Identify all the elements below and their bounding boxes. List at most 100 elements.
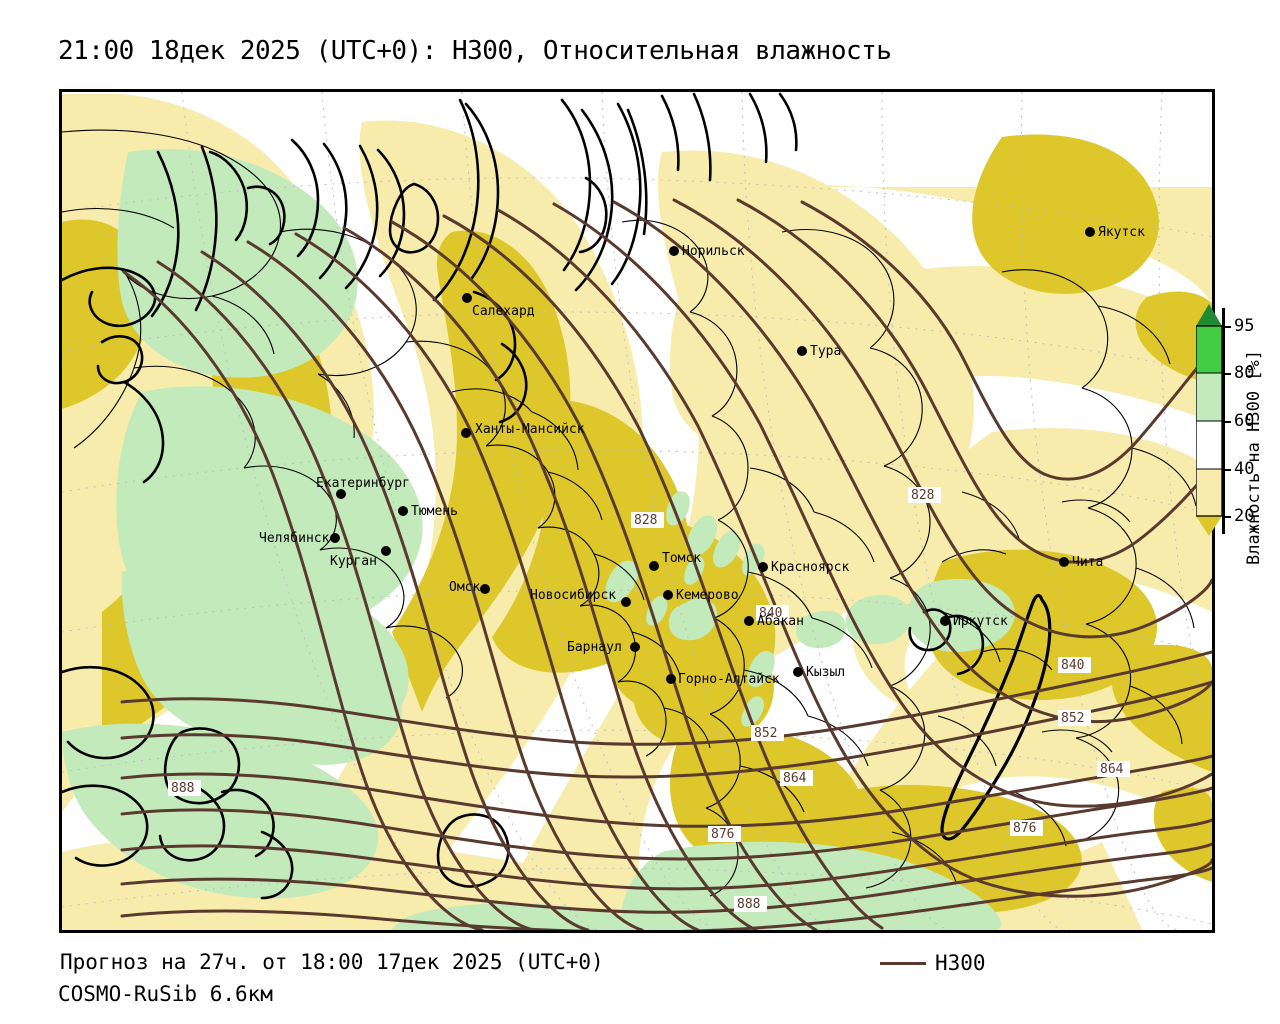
contour-label-bg <box>780 770 813 786</box>
city-dot <box>398 506 408 516</box>
city-dot <box>663 590 673 600</box>
city-marker: Барнаул <box>567 640 640 655</box>
map-canvas[interactable]: 828 828 840 840 852 852 864 864 876 876 888 888 Яку… <box>59 89 1215 933</box>
contour-label-text: 840 <box>1061 658 1084 673</box>
city-label: Абакан <box>757 614 804 629</box>
city-marker: Иркутск <box>940 614 1008 629</box>
colorbar-top-arrow <box>1196 304 1222 326</box>
contour-label: 876 <box>708 826 741 842</box>
city-dot <box>480 584 490 594</box>
contour-label-text: 864 <box>783 771 807 786</box>
city-label: Норильск <box>682 244 745 259</box>
map-legend: H300 <box>880 951 986 975</box>
city-label: Омск <box>449 580 480 595</box>
city-dot <box>336 489 346 499</box>
contour-label-text: 852 <box>754 726 777 741</box>
h300-legend-label: H300 <box>935 951 986 975</box>
city-dot <box>461 428 471 438</box>
city-dot <box>669 246 679 256</box>
city-marker: Екатеринбург <box>316 476 410 499</box>
colorbar-title: Влажность на H300 [%] <box>1244 350 1264 565</box>
colorbar-end-caps <box>1196 304 1222 536</box>
page-title: 21:00 18дек 2025 (UTC+0): H300, Относите… <box>58 36 892 66</box>
contour-label-text: 852 <box>1061 711 1084 726</box>
colorbar-tick-60 <box>1222 421 1231 423</box>
city-dot <box>381 546 391 556</box>
city-label: Ханты-Мансийск <box>475 422 585 437</box>
contour-label-bg <box>168 780 201 796</box>
city-label: Новосибирск <box>530 588 616 603</box>
city-marker: Горно-Алтайск <box>666 672 780 687</box>
city-label: Чита <box>1072 555 1103 570</box>
city-label: Кызыл <box>806 665 845 680</box>
contour-label: 852 <box>751 725 784 741</box>
contour-label-bg <box>1010 820 1043 836</box>
humidity-green-streaks <box>605 491 775 727</box>
contour-label: 828 <box>631 512 664 528</box>
city-dot <box>793 667 803 677</box>
city-dot <box>1085 227 1095 237</box>
model-info: COSMO-RuSib 6.6км <box>58 982 273 1006</box>
contour-label-text: 888 <box>171 781 194 796</box>
colorbar-label-40: 40 <box>1234 459 1255 479</box>
contour-label: 852 <box>1058 710 1091 726</box>
city-dot <box>758 562 768 572</box>
city-marker: Томск <box>649 551 701 571</box>
city-dot <box>940 616 950 626</box>
colorbar-label-60: 60 <box>1234 411 1255 431</box>
city-label: Курган <box>330 554 377 569</box>
coastlines <box>62 92 985 900</box>
city-label: Тюмень <box>411 504 458 519</box>
forecast-info: Прогноз на 27ч. от 18:00 17дек 2025 (UTC… <box>60 950 604 974</box>
h300-line-swatch <box>880 961 926 965</box>
contour-label: 828 <box>908 487 941 503</box>
contour-label: 864 <box>780 770 813 786</box>
city-dot <box>462 293 472 303</box>
colorbar-label-80: 80 <box>1234 363 1255 383</box>
city-dot <box>649 561 659 571</box>
colorbar-seg-20-40 <box>1196 469 1222 516</box>
city-marker: Челябинск <box>259 531 340 546</box>
city-marker: Кемерово <box>663 588 739 603</box>
city-label: Томск <box>662 551 701 566</box>
contour-label-bg <box>1058 710 1091 726</box>
city-marker: Новосибирск <box>530 588 631 607</box>
city-dot <box>621 597 631 607</box>
contour-label: 840 <box>756 605 789 621</box>
colorbar-label-20: 20 <box>1234 506 1255 526</box>
contour-label: 888 <box>168 780 201 796</box>
city-marker: Кызыл <box>793 665 845 680</box>
contour-label-text: 828 <box>911 488 934 503</box>
city-label: Красноярск <box>771 560 849 575</box>
colorbar-bottom-arrow <box>1196 516 1222 536</box>
city-marker: Абакан <box>744 614 804 629</box>
contour-label-text: 828 <box>634 513 657 528</box>
city-dot <box>666 674 676 684</box>
city-dot <box>744 616 754 626</box>
contour-label-bg <box>734 896 767 912</box>
lake-baikal <box>940 593 1052 841</box>
contour-label-bg <box>751 725 784 741</box>
city-label: Екатеринбург <box>316 476 410 491</box>
contour-label-text: 864 <box>1100 762 1124 777</box>
contour-label-bg <box>708 826 741 842</box>
contour-label-text: 876 <box>1013 821 1036 836</box>
colorbar-seg-80-95 <box>1196 326 1222 373</box>
contour-label-text: 888 <box>737 897 760 912</box>
contour-label-bg <box>756 605 789 621</box>
contour-label: 840 <box>1058 657 1091 673</box>
map-graphic: 828 828 840 840 852 852 864 864 876 876 888 888 Яку… <box>62 92 1212 930</box>
colorbar[interactable]: 95 80 60 40 20 <box>1196 304 1254 536</box>
city-label: Барнаул <box>567 640 622 655</box>
city-dot <box>1059 557 1069 567</box>
city-marker: Ханты-Мансийск <box>461 422 585 438</box>
city-marker: Чита <box>1059 555 1103 570</box>
contour-label-bg <box>631 512 664 528</box>
colorbar-gradient <box>1196 326 1222 516</box>
city-label: Кемерово <box>676 588 739 603</box>
city-marker: Норильск <box>669 244 745 259</box>
contour-label: 888 <box>734 896 767 912</box>
colorbar-tick-40 <box>1222 469 1231 471</box>
city-marker: Красноярск <box>758 560 849 575</box>
city-marker: Курган <box>330 546 391 569</box>
